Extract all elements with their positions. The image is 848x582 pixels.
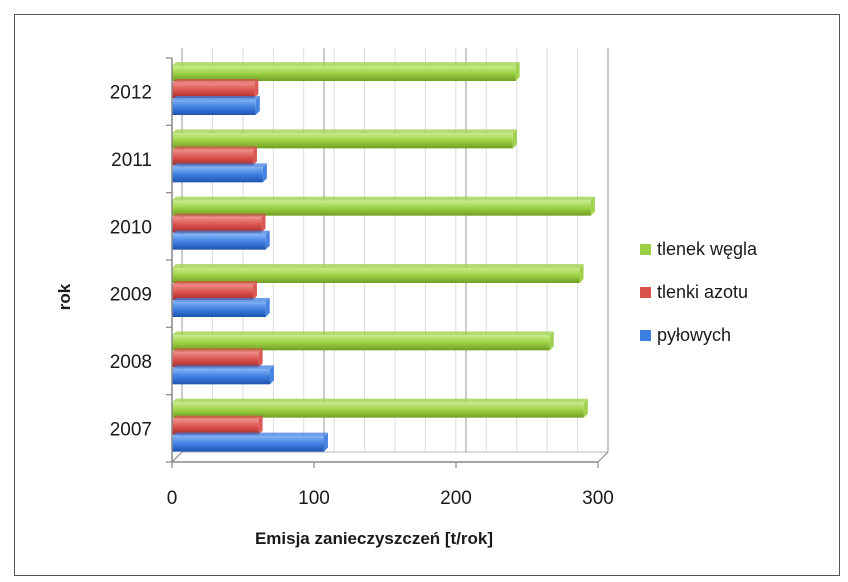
bar xyxy=(172,331,554,351)
bar xyxy=(172,213,266,233)
bar xyxy=(172,415,263,435)
bar xyxy=(172,96,260,115)
legend-label: tlenki azotu xyxy=(657,282,748,302)
bar xyxy=(172,129,517,149)
x-tick-label: 0 xyxy=(167,488,178,509)
y-tick-label: 2011 xyxy=(111,150,152,171)
bar xyxy=(172,398,588,418)
bar xyxy=(172,365,274,385)
bar xyxy=(172,79,259,98)
bar xyxy=(172,62,520,81)
bar xyxy=(172,196,595,216)
x-tick-label: 100 xyxy=(298,488,330,509)
floor-edge xyxy=(171,451,609,463)
x-tick-label: 200 xyxy=(440,488,472,509)
bar xyxy=(172,281,257,300)
legend-swatch xyxy=(640,287,651,298)
legend-label: tlenek węgla xyxy=(657,239,758,259)
bar xyxy=(172,264,584,283)
y-tick-label: 2010 xyxy=(110,217,152,238)
bar xyxy=(172,146,257,166)
bar xyxy=(172,230,270,250)
bar xyxy=(172,348,263,368)
chart-frame xyxy=(14,14,840,576)
x-tick-label: 300 xyxy=(582,488,614,509)
y-tick-label: 2009 xyxy=(110,285,152,306)
y-axis-title: rok xyxy=(55,283,74,310)
bar xyxy=(172,163,267,183)
bar xyxy=(172,298,270,317)
y-tick-label: 2012 xyxy=(110,83,152,104)
x-axis-title: Emisja zanieczyszczeń [t/rok] xyxy=(255,529,493,548)
legend-swatch xyxy=(640,330,651,341)
y-tick-label: 2007 xyxy=(110,419,152,440)
y-tick-label: 2008 xyxy=(110,352,152,373)
legend-swatch xyxy=(640,244,651,255)
bar xyxy=(172,432,328,452)
legend-label: pyłowych xyxy=(657,325,731,345)
